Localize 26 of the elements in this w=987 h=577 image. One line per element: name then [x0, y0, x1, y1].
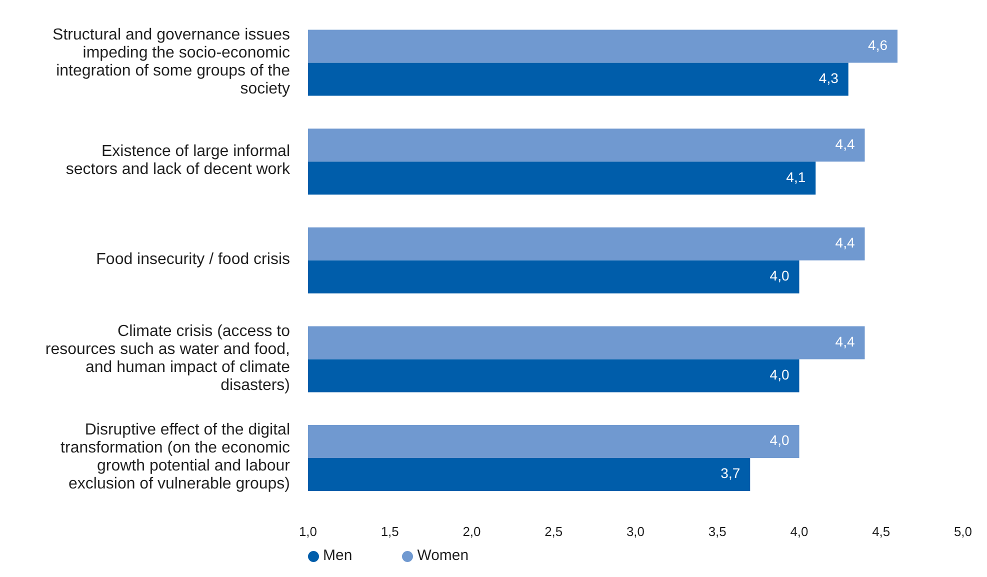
legend-label: Men [323, 547, 352, 564]
y-tick-label: Climate crisis (access to resources such as water and food, and human impact of climate disasters) [45, 323, 290, 394]
x-tick-label: 4,5 [872, 524, 890, 540]
data-label: 4,3 [818, 70, 839, 86]
data-label: 4,1 [786, 168, 806, 185]
data-label: 3,7 [720, 465, 740, 482]
legend-label: Women [417, 547, 469, 564]
y-tick-label: Structural and governance issues impeding the socio-economic integration of some groups of the society [52, 26, 290, 98]
data-label: 4,4 [835, 136, 855, 152]
x-tick-label: 1,5 [380, 524, 399, 540]
x-tick-label: 2,0 [462, 524, 481, 540]
y-tick-label: Food insecurity / food crisis [96, 251, 290, 268]
data-label: 4,6 [868, 37, 888, 53]
x-tick-label: 4,0 [790, 524, 808, 540]
y-tick-label: Existence of large informal sectors and lack of decent work [66, 143, 291, 178]
data-label: 4,0 [770, 366, 790, 382]
x-tick-label: 5,0 [954, 524, 972, 540]
data-label: 4,0 [770, 432, 790, 448]
x-tick-label: 3,5 [708, 524, 726, 540]
x-tick-label: 1,0 [298, 524, 318, 540]
data-label: 4,4 [835, 333, 855, 350]
x-tick-label: 2,5 [544, 524, 563, 540]
y-tick-label: Disruptive effect of the digital transformation (on the economic growth potential and labour exclusion of vulnerable groups) [60, 422, 291, 493]
x-tick-label: 3,0 [626, 524, 645, 540]
data-label: 4,4 [835, 234, 855, 251]
data-label: 4,0 [770, 268, 790, 284]
